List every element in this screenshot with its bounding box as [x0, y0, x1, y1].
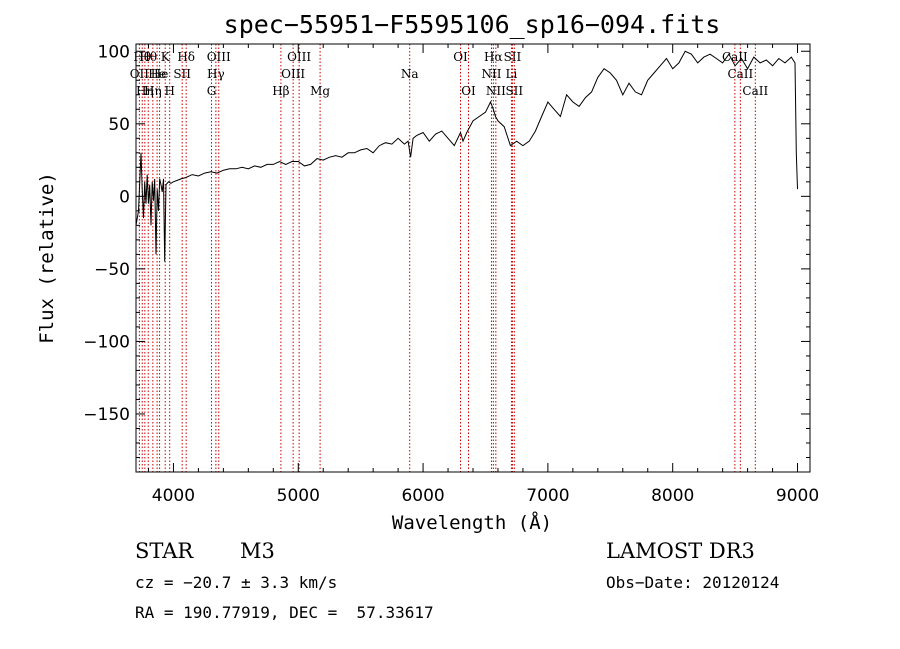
object-class: STAR	[135, 539, 194, 563]
x-tick-label-4: 8000	[651, 486, 694, 506]
line-marker-label-4: Hη	[144, 84, 162, 98]
line-marker-label-26: SII	[505, 84, 523, 98]
line-marker-label-22: Hα	[484, 50, 503, 64]
line-marker-label-14: Hβ	[272, 84, 289, 98]
x-tick-label-5: 9000	[776, 486, 819, 506]
chart-title: spec−55951−F5595106_sp16−094.fits	[224, 10, 721, 39]
x-tick-label-1: 5000	[277, 486, 320, 506]
redshift-cz: cz = −20.7 ± 3.3 km/s	[135, 573, 338, 592]
x-tick-label-2: 6000	[401, 486, 444, 506]
line-marker-label-28: CaII	[727, 67, 753, 81]
y-tick-label-1: 50	[108, 115, 130, 135]
x-tick-label-3: 7000	[526, 486, 569, 506]
observation-date: Obs−Date: 20120124	[606, 573, 780, 592]
coordinates: RA = 190.77919, DEC = 57.33617	[135, 603, 434, 622]
line-marker-label-2: Hη	[136, 84, 154, 98]
y-tick-label-2: 0	[119, 187, 130, 207]
line-marker-label-16: OIII	[287, 50, 311, 64]
x-tick-label-0: 4000	[152, 486, 195, 506]
y-tick-label-5: −150	[83, 405, 130, 425]
line-marker-label-29: CaII	[742, 84, 768, 98]
line-marker-label-15: OIII	[281, 67, 305, 81]
line-marker-label-6: He	[151, 67, 169, 81]
survey-name: LAMOST DR3	[606, 539, 755, 563]
line-marker-label-18: Na	[401, 67, 419, 81]
line-marker-label-25: SII	[504, 50, 522, 64]
line-marker-label-27: CaII	[722, 50, 748, 64]
plot-frame	[135, 43, 811, 473]
line-marker-label-0: OII	[130, 67, 150, 81]
x-axis: 4000 5000 6000 7000 8000 9000	[147, 44, 819, 506]
y-tick-label-0: 100	[98, 42, 130, 62]
line-marker-label-10: Hδ	[177, 50, 195, 64]
y-axis: 100 50 0 −50 −100 −150	[83, 42, 810, 473]
line-marker-label-21: NII	[481, 67, 501, 81]
line-marker-label-24: Li	[506, 67, 518, 81]
x-axis-label: Wavelength (Å)	[392, 511, 552, 534]
line-marker-label-17: Mg	[310, 84, 330, 98]
object-subclass: M3	[240, 539, 275, 563]
line-marker-label-12: Hγ	[207, 67, 225, 81]
line-marker-label-7: K	[161, 50, 171, 64]
line-marker-label-23: NII	[486, 84, 506, 98]
line-marker-label-9: SII	[173, 67, 191, 81]
line-marker-labels: OIIHθHηHθHηHeHeKHSIIHδGHγOIIIHβOIIIOIIIM…	[130, 50, 769, 98]
line-marker-label-20: OI	[461, 84, 476, 98]
y-tick-label-4: −100	[83, 332, 130, 352]
line-marker-label-3: Hθ	[139, 50, 157, 64]
line-marker-label-19: OI	[453, 50, 468, 64]
line-marker-label-11: G	[207, 84, 217, 98]
y-tick-label-3: −50	[94, 260, 130, 280]
line-marker-label-5: He	[148, 67, 166, 81]
line-marker-label-8: H	[164, 84, 174, 98]
line-markers	[138, 44, 756, 472]
spectrum-line	[135, 50, 798, 262]
line-marker-label-1: Hθ	[133, 50, 151, 64]
line-marker-label-13: OIII	[207, 50, 231, 64]
y-axis-label: Flux (relative)	[36, 172, 58, 344]
